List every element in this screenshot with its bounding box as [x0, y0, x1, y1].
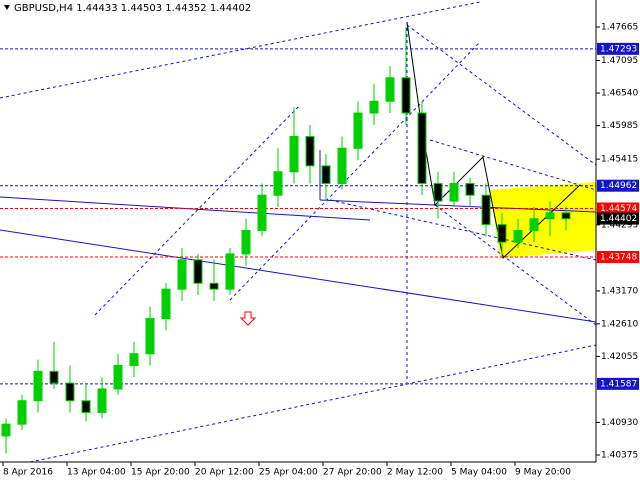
- level-label: 1.43748: [600, 252, 637, 262]
- candle-body: [401, 77, 411, 114]
- candle-body: [529, 218, 539, 231]
- candle-body: [97, 388, 107, 413]
- level-label-box: [597, 179, 639, 192]
- level-label-box: [597, 212, 639, 225]
- candle-body: [465, 182, 475, 196]
- y-tick-label: 1.42055: [601, 352, 638, 362]
- candle-body: [193, 259, 203, 284]
- x-tick-label: 2 May 12:00: [387, 468, 443, 478]
- candle-body: [417, 112, 427, 184]
- level-label: 1.44574: [600, 204, 637, 214]
- candle-body: [49, 370, 59, 384]
- candle-body: [113, 364, 123, 390]
- candle-body: [289, 136, 299, 173]
- symbol-icon: [4, 5, 10, 10]
- candle-body: [209, 282, 219, 290]
- candle-body: [513, 229, 523, 243]
- level-label-box: [597, 377, 639, 390]
- candle-body: [241, 229, 251, 255]
- y-tick-label: 1.45985: [601, 121, 638, 131]
- candle-body: [561, 212, 571, 220]
- y-tick-label: 1.46540: [601, 89, 638, 99]
- y-tick-label: 1.47665: [601, 23, 638, 33]
- candle-body: [17, 400, 27, 425]
- candle-body: [145, 318, 155, 355]
- y-tick-label: 1.40375: [601, 451, 638, 461]
- level-label-box: [597, 42, 639, 55]
- x-tick-label: 13 Apr 04:00: [67, 468, 126, 478]
- candle-body: [337, 147, 347, 184]
- candle-body: [497, 224, 507, 243]
- level-label-box: [597, 202, 639, 215]
- candle-body: [257, 194, 267, 231]
- candle-body: [81, 400, 91, 413]
- x-tick-label: 5 May 04:00: [451, 468, 507, 478]
- y-tick-label: 1.44295: [601, 220, 638, 230]
- level-label-box: [597, 250, 639, 263]
- candle-body: [65, 382, 75, 402]
- y-tick-label: 1.42610: [601, 319, 638, 329]
- x-tick-label: 15 Apr 20:00: [131, 468, 190, 478]
- level-label: 1.44962: [600, 181, 637, 191]
- candle-body: [449, 182, 459, 202]
- candle-body: [1, 423, 11, 437]
- y-tick-label: 1.45415: [601, 155, 638, 165]
- chart-title: GBPUSD,H4 1.44433 1.44503 1.44352 1.4440…: [14, 3, 251, 14]
- y-tick-label: 1.47095: [601, 56, 638, 66]
- x-tick-label: 25 Apr 04:00: [259, 468, 318, 478]
- candle-body: [273, 171, 283, 196]
- candle-body: [177, 259, 187, 290]
- level-label: 1.41587: [600, 379, 637, 389]
- candle-body: [481, 194, 491, 226]
- x-tick-label: 27 Apr 20:00: [323, 468, 382, 478]
- candle-body: [225, 253, 235, 290]
- candle-body: [433, 182, 443, 202]
- candle-body: [353, 112, 363, 149]
- candle-body: [385, 77, 395, 102]
- candle-body: [161, 288, 171, 320]
- x-tick-label: 8 Apr 2016: [3, 468, 53, 478]
- sell-arrow-icon: [239, 311, 257, 326]
- level-label: 1.47293: [600, 44, 637, 54]
- level-label: 1.44402: [600, 214, 637, 224]
- x-tick-label: 20 Apr 12:00: [195, 468, 254, 478]
- y-tick-label: 1.40930: [601, 418, 638, 428]
- candle-body: [369, 100, 379, 114]
- x-tick-label: 9 May 20:00: [515, 468, 571, 478]
- candle-body: [129, 353, 139, 366]
- candle-body: [305, 136, 315, 167]
- candle-body: [321, 165, 331, 184]
- candle-body: [33, 370, 43, 402]
- y-tick-label: 1.43170: [601, 286, 638, 296]
- candle-body: [545, 212, 555, 220]
